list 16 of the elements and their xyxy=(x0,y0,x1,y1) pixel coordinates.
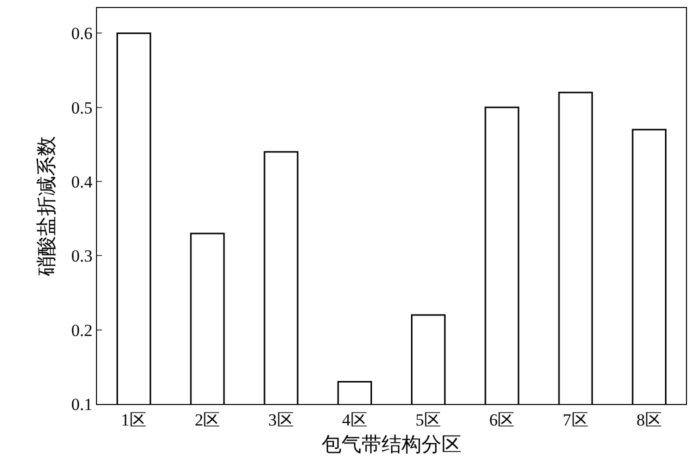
x-tick-label: 2区 xyxy=(194,410,220,430)
y-tick-label: 0.5 xyxy=(71,98,92,118)
x-tick-label: 6区 xyxy=(489,410,515,430)
y-tick-label: 0.6 xyxy=(71,24,92,44)
x-axis-title: 包气带结构分区 xyxy=(322,434,462,456)
y-tick-label: 0.4 xyxy=(71,172,93,192)
x-tick-label: 7区 xyxy=(562,410,588,430)
x-tick-label: 8区 xyxy=(636,410,662,430)
x-tick-label: 5区 xyxy=(416,410,442,430)
y-tick-label: 0.3 xyxy=(71,246,92,266)
x-tick-label: 4区 xyxy=(342,410,368,430)
y-axis-title: 硝酸盐折减系数 xyxy=(36,136,58,277)
x-tick-label: 3区 xyxy=(268,410,294,430)
y-tick-label: 0.2 xyxy=(71,320,92,340)
y-tick-label: 0.1 xyxy=(71,394,92,414)
x-tick-label: 1区 xyxy=(121,410,147,430)
